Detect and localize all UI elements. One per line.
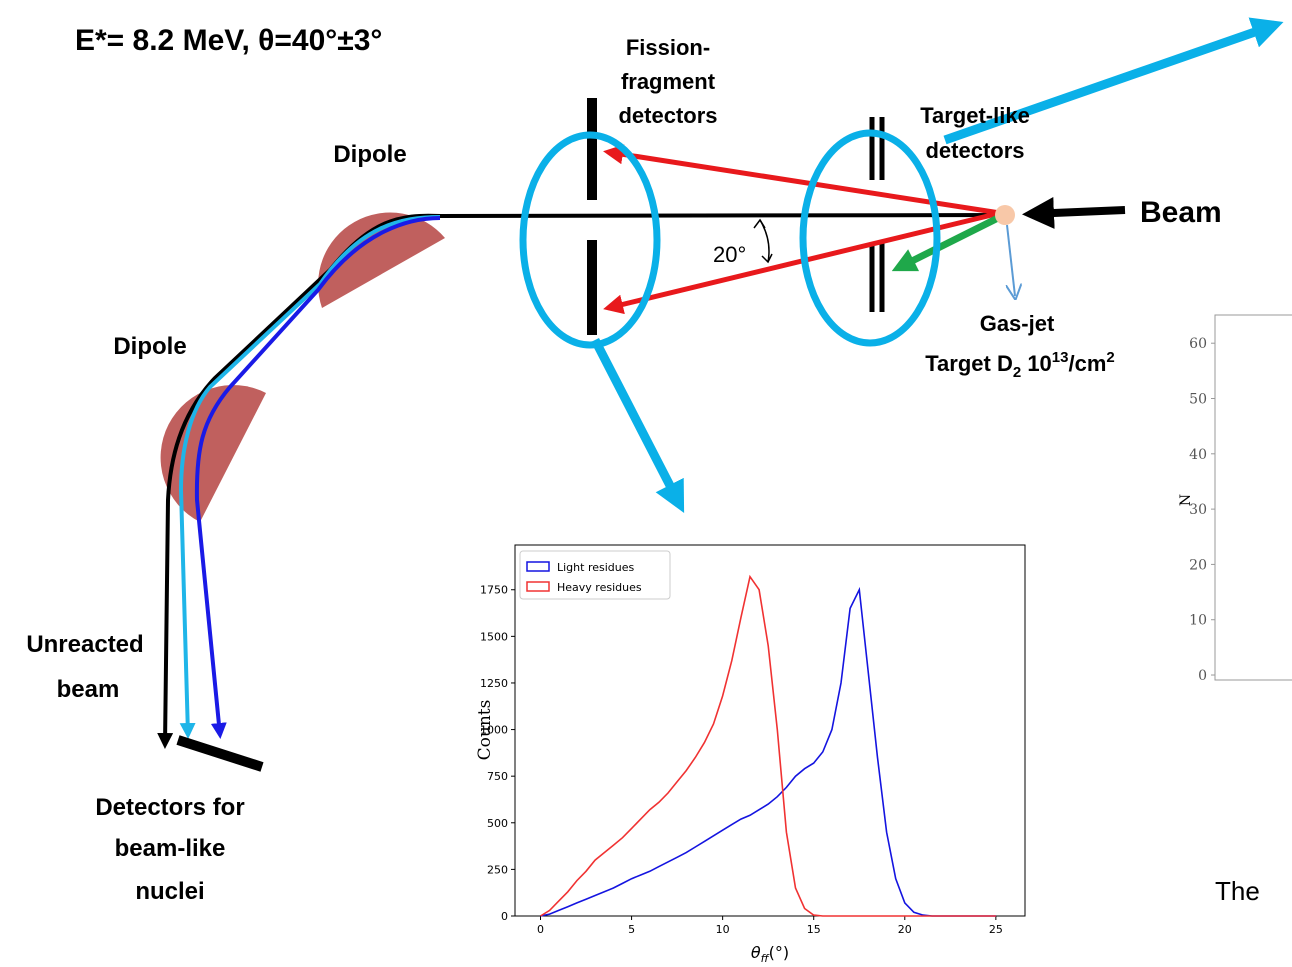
x-tick-label: 20 (898, 923, 912, 936)
legend-label: Heavy residues (557, 581, 642, 594)
label: Target-like (920, 103, 1030, 128)
beam-path (157, 213, 1006, 749)
y-axis-label: Counts (475, 700, 495, 761)
label: Dipole (113, 333, 186, 360)
label: Detectors for (95, 794, 244, 821)
y-tick-label: 50 (1189, 392, 1207, 408)
label: 20° (713, 242, 746, 267)
y-tick-label: 40 (1189, 447, 1207, 463)
y-tick-label: 0 (501, 910, 508, 923)
series-line (540, 586, 996, 917)
y-tick-label: 1250 (480, 677, 508, 690)
legend-swatch (526, 561, 550, 572)
legend-swatch (526, 581, 550, 592)
label: Dipole (333, 141, 406, 168)
y-axis-label: N (1178, 494, 1194, 506)
label: detectors (925, 138, 1024, 163)
label: Target D2 1013/cm2 (925, 349, 1115, 381)
y-tick-label: 1500 (480, 630, 508, 643)
highlight-ellipse (519, 131, 661, 349)
y-tick-label: 500 (487, 817, 508, 830)
side-plot (1214, 314, 1292, 681)
series-line (540, 574, 996, 917)
angle-arrow (753, 218, 773, 264)
gas-jet-arrow (1007, 224, 1015, 296)
x-tick-label: 25 (989, 923, 1003, 936)
plot-frame (1214, 314, 1292, 681)
plot-frame (514, 544, 1026, 917)
y-tick-label: 20 (1189, 557, 1207, 573)
label: Fission- (626, 35, 710, 60)
beam-detector (176, 735, 264, 772)
target (995, 205, 1015, 225)
label: nuclei (135, 878, 204, 905)
y-tick-label: 0 (1198, 668, 1207, 684)
x-tick-label: 15 (807, 923, 821, 936)
label: detectors (618, 103, 717, 128)
beam-path (194, 216, 441, 739)
y-tick-label: 750 (487, 770, 508, 783)
target-like-arrow (891, 213, 1002, 272)
y-tick-label: 1750 (480, 584, 508, 597)
y-tick-label: 1000 (480, 724, 508, 737)
highlight-ellipse (799, 129, 941, 347)
y-tick-label: 250 (487, 863, 508, 876)
beam-path (178, 215, 441, 739)
y-tick-label: 10 (1189, 613, 1207, 629)
label: Unreacted (26, 631, 143, 658)
legend-label: Light residues (557, 561, 635, 574)
fission-detector (587, 98, 597, 200)
zoom-arrow (590, 337, 685, 514)
label: Beam (1140, 196, 1222, 229)
x-tick-label: 5 (628, 923, 635, 936)
y-tick-label: 30 (1189, 502, 1207, 518)
label: beam-like (115, 835, 226, 862)
dipole-magnet (318, 212, 445, 308)
legend-box (519, 550, 671, 600)
y-tick-label: 60 (1189, 336, 1207, 352)
beam-arrow (1022, 197, 1126, 229)
x-tick-label: 0 (537, 923, 544, 936)
label: beam (57, 676, 120, 703)
label: fragment (621, 69, 716, 94)
fission-detector (587, 240, 597, 335)
zoom-arrow (943, 17, 1284, 145)
x-axis-label: θff(°) (751, 943, 789, 965)
x-tick-label: 10 (716, 923, 730, 936)
label: Gas-jet (980, 311, 1055, 336)
header: E*= 8.2 MeV, θ=40°±3° (75, 24, 382, 57)
caption: The (1215, 876, 1260, 906)
